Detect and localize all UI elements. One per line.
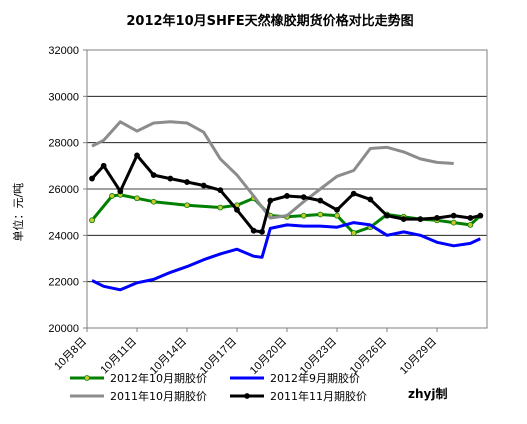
series-line-1 <box>90 193 482 235</box>
x-tick-label: 10月11日 <box>98 336 139 377</box>
series-point-1 <box>134 195 140 202</box>
legend-label: 2011年10月期胶价 <box>110 389 207 403</box>
series-point-1 <box>467 222 474 228</box>
y-tick-label: 28000 <box>48 138 79 150</box>
x-axis: 10月8日 10月11日 10月14日 10月17日 10月20日 10月23日 10月26… <box>52 328 439 377</box>
series-point-4 <box>100 162 107 169</box>
series-point-1 <box>317 211 324 218</box>
legend-marker <box>84 375 90 381</box>
series-point-4 <box>334 206 340 213</box>
y-tick-label: 24000 <box>48 230 79 242</box>
y-tick-label: 26000 <box>48 184 79 196</box>
series-point-4 <box>467 215 474 221</box>
series-point-4 <box>450 212 457 219</box>
legend: 2012年10月期胶价 2012年9月期胶价 2011年10月期胶价 2011年11月… <box>70 371 367 403</box>
y-tick-label: 20000 <box>48 323 79 335</box>
legend-label: 2011年11月期胶价 <box>270 389 367 403</box>
series-point-4 <box>167 175 174 182</box>
chart-title: 2012年10月SHFE天然橡胶期货价格对比走势图 <box>126 13 413 29</box>
y-tick-label: 30000 <box>48 91 79 103</box>
x-tick-label: 10月23日 <box>298 336 339 377</box>
x-tick-label: 10月26日 <box>348 336 389 377</box>
credit-label: zhyj制 <box>408 386 447 401</box>
y-tick-label: 22000 <box>48 277 79 289</box>
series-point-4 <box>259 228 265 235</box>
series-point-4 <box>417 216 424 223</box>
series-point-4 <box>317 197 324 204</box>
series-line-3 <box>91 120 454 220</box>
series-line-2 <box>91 221 481 292</box>
grid-lines <box>87 95 487 283</box>
x-tick-label: 10月29日 <box>398 336 439 377</box>
series-point-4 <box>184 179 190 185</box>
y-axis-label: 单位：元/吨 <box>11 183 25 242</box>
series-point-4 <box>477 212 484 219</box>
series-point-4 <box>217 187 224 194</box>
legend-label: 2012年10月期胶价 <box>110 371 207 385</box>
series-point-4 <box>350 190 357 197</box>
series-point-1 <box>184 202 190 209</box>
series-point-4 <box>300 194 307 201</box>
series-point-4 <box>384 212 390 219</box>
x-tick-label: 10月14日 <box>148 336 189 377</box>
series-point-4 <box>150 172 157 179</box>
series-point-1 <box>334 212 340 219</box>
series-point-4 <box>234 206 240 213</box>
series-group <box>89 120 484 292</box>
y-axis: 20000 22000 24000 26000 28000 30000 32000 <box>48 45 87 335</box>
series-point-1 <box>450 219 457 226</box>
series-point-1 <box>350 230 357 236</box>
series-point-4 <box>284 193 290 199</box>
series-point-4 <box>267 197 274 204</box>
x-tick-label: 10月8日 <box>52 336 89 373</box>
series-point-1 <box>217 204 224 211</box>
x-tick-label: 10月17日 <box>198 336 239 377</box>
series-point-4 <box>117 188 124 195</box>
series-point-1 <box>150 198 157 205</box>
series-point-4 <box>367 196 374 203</box>
series-point-4 <box>134 152 140 159</box>
series-point-4 <box>89 175 95 182</box>
series-point-4 <box>250 227 257 234</box>
series-point-4 <box>434 215 440 221</box>
series-point-1 <box>300 212 307 219</box>
legend-label: 2012年9月期胶价 <box>270 371 360 385</box>
x-tick-label: 10月20日 <box>248 336 289 377</box>
y-tick-label: 32000 <box>48 45 79 57</box>
series-point-4 <box>400 216 407 223</box>
series-point-4 <box>200 182 207 189</box>
series-point-1 <box>109 193 115 199</box>
series-point-1 <box>89 217 95 224</box>
legend-marker <box>244 393 250 399</box>
